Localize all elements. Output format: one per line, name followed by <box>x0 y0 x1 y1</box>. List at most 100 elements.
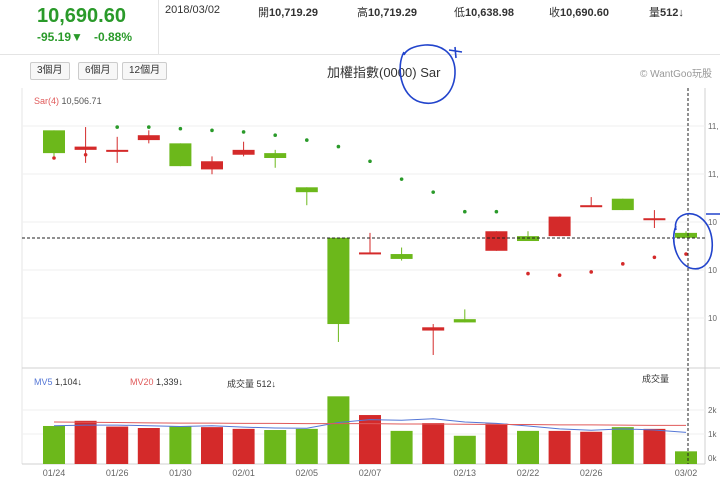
candle <box>548 216 571 237</box>
candle-body <box>611 198 634 211</box>
volume-bar <box>74 420 97 464</box>
volume-bar <box>390 430 413 464</box>
gridlines <box>22 125 705 435</box>
candle-body <box>264 153 287 158</box>
y-tick-label: 11, <box>708 170 719 179</box>
volume-legend: MV5 1,104↓ <box>34 377 82 387</box>
volume-bar <box>675 451 697 464</box>
volume-bar <box>643 428 666 464</box>
sar-dot <box>463 209 467 214</box>
candle-body <box>232 149 255 155</box>
candle <box>137 130 160 144</box>
candle <box>485 231 508 251</box>
volume-legend-total: 成交量 512↓ <box>227 377 276 390</box>
volume-tick-label: 0k <box>708 454 717 463</box>
mv20-legend: MV20 1,339↓ <box>130 377 183 387</box>
sar-dot <box>652 255 657 260</box>
range-6m-button[interactable]: 6個月 <box>78 62 118 80</box>
candle-body <box>422 327 445 331</box>
sar-legend-value: 10,506.71 <box>61 96 102 106</box>
y-tick-label: 10 <box>708 314 717 323</box>
sar-dot <box>431 190 436 194</box>
volume-tick-label: 2k <box>708 406 717 415</box>
candle <box>643 210 666 228</box>
x-tick-label: 02/13 <box>454 468 477 478</box>
sar-dot <box>115 125 119 129</box>
volume-bar <box>359 415 381 464</box>
volume-bar <box>201 427 223 464</box>
x-tick-label: 02/26 <box>580 468 603 478</box>
volume-bar <box>422 423 445 464</box>
price-change-percent: -0.88% <box>94 30 133 44</box>
candle-body <box>485 231 508 251</box>
volume-bar <box>295 428 318 464</box>
low-number: 10,638.98 <box>465 7 514 19</box>
high-label: 高 <box>357 7 368 19</box>
sar-dot <box>273 133 278 138</box>
candle-body <box>137 135 160 141</box>
y-tick-label: 11, <box>708 122 719 131</box>
close-number: 10,690.60 <box>560 7 609 19</box>
quote-date: 2018/03/02 <box>165 4 221 16</box>
sar-dot <box>557 273 562 278</box>
volume-bar <box>264 430 287 464</box>
crosshair <box>22 88 705 464</box>
volume-bar <box>169 426 192 464</box>
volume-label: 量 <box>649 7 660 19</box>
mv5-legend-name: MV5 <box>34 377 53 387</box>
sar-dot <box>336 144 341 149</box>
candle <box>453 309 476 323</box>
sar-series <box>52 125 688 278</box>
candle <box>580 197 603 208</box>
open-label: 開 <box>258 7 269 19</box>
x-tick-label: 01/24 <box>43 468 66 478</box>
candle <box>169 143 192 167</box>
candle <box>106 136 129 163</box>
candle <box>675 231 697 238</box>
range-3m-button[interactable]: 3個月 <box>30 62 70 80</box>
high-number: 10,719.29 <box>368 7 417 19</box>
high-value: 高10,719.29 <box>357 4 417 20</box>
sar-legend: Sar(4) 10,506.71 <box>34 96 102 106</box>
x-tick-label: 01/26 <box>106 468 129 478</box>
sar-dot <box>621 262 625 266</box>
sar-dot <box>241 130 246 134</box>
volume-bar <box>327 396 350 464</box>
candle <box>232 141 255 157</box>
mv20-line <box>53 421 686 426</box>
open-value: 開10,719.29 <box>258 4 318 20</box>
candle <box>390 247 413 261</box>
sar-dot <box>210 128 214 133</box>
sar-dot <box>178 126 183 131</box>
chart-frame <box>21 88 720 465</box>
sar-legend-name: Sar(4) <box>34 96 60 106</box>
candle-body <box>295 187 318 193</box>
volume-bar <box>548 430 571 464</box>
x-tick-label: 02/07 <box>359 468 382 478</box>
watermark: © WantGoo玩股 <box>640 69 713 80</box>
candle <box>517 231 539 242</box>
candle-body <box>169 143 192 167</box>
volume-bar <box>137 428 160 464</box>
sar-dot <box>52 156 56 160</box>
mv5-legend-value: 1,104↓ <box>55 377 83 387</box>
volume-tick-label: 1k <box>708 430 717 439</box>
range-12m-button[interactable]: 12個月 <box>122 62 168 80</box>
candle-body <box>580 205 603 208</box>
candle-body <box>517 236 539 242</box>
sar-dot <box>589 270 593 274</box>
x-tick-label: 02/05 <box>296 468 319 478</box>
candle <box>74 127 97 163</box>
candle-body <box>675 232 697 238</box>
sar-dot <box>368 159 372 164</box>
sar-dot <box>147 125 151 129</box>
volume-number: 512↓ <box>660 7 684 19</box>
axes: 11, 11, 10 10 10 2k 1k 0k 01/24 01/26 01/30 02/01 02… <box>43 122 719 478</box>
candle <box>201 156 223 175</box>
sar-dot <box>83 152 88 157</box>
low-label: 低 <box>454 7 465 19</box>
x-tick-label: 01/30 <box>169 468 192 478</box>
candle-body <box>201 161 223 170</box>
volume-bar <box>517 430 539 464</box>
